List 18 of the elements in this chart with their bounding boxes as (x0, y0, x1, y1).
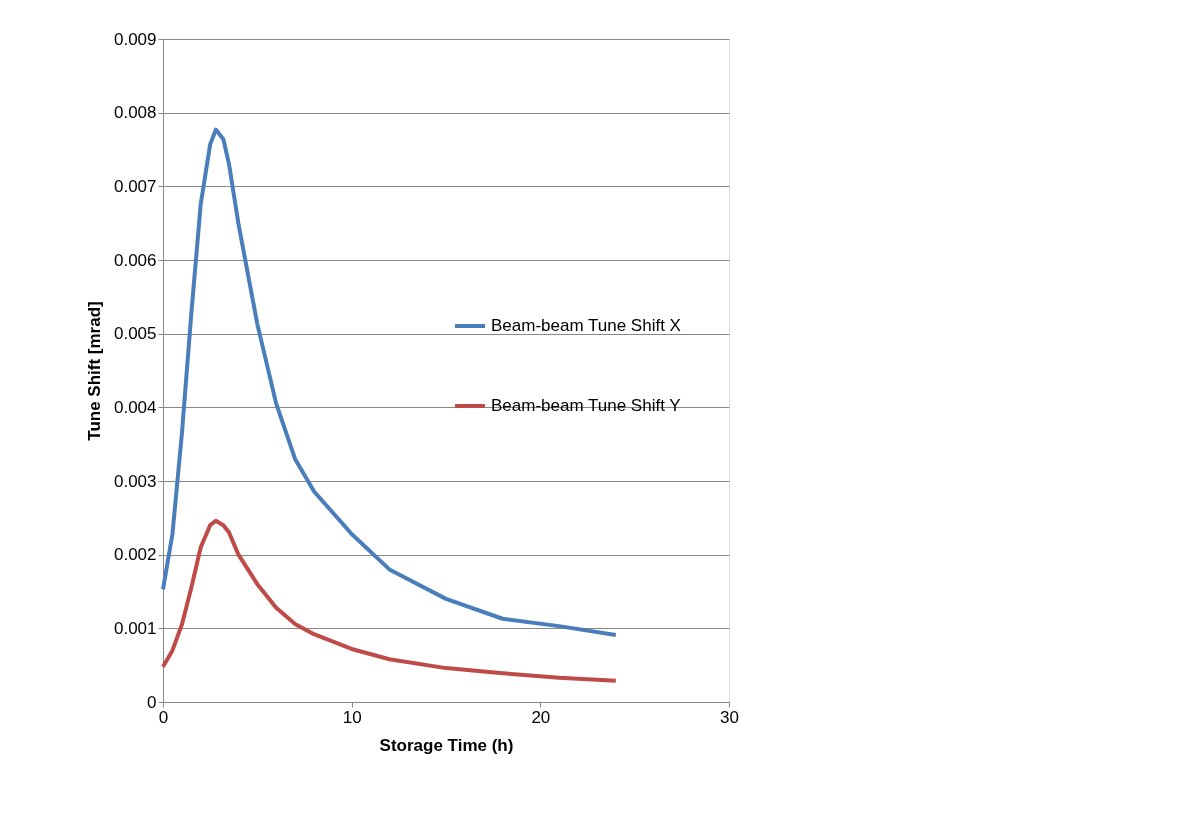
y-tick-label: 0 (147, 692, 157, 712)
x-tick-label: 30 (720, 707, 739, 727)
line-series (161, 518, 618, 683)
y-tick-label: 0.009 (113, 29, 157, 49)
x-tick-label: 20 (531, 707, 551, 727)
y-tick-label: 0.002 (113, 545, 157, 565)
y-tick-label: 0.006 (113, 250, 157, 270)
y-tick-label: 0.003 (113, 471, 157, 491)
y-tick-label: 0.005 (113, 324, 157, 344)
y-tick-label: 0.007 (113, 176, 157, 196)
x-tick-label: 10 (342, 707, 362, 727)
y-tick-label: 0.008 (113, 103, 157, 123)
y-tick-label: 0.004 (113, 397, 157, 417)
y-tick-label: 0.001 (113, 618, 157, 638)
x-axis-title: Storage Time (h) (379, 735, 514, 755)
y-axis-title: Tune Shift [mrad] (84, 301, 104, 441)
legend-label: Beam-beam Tune Shift Y (491, 396, 681, 415)
legend-label: Beam-beam Tune Shift X (491, 316, 681, 335)
